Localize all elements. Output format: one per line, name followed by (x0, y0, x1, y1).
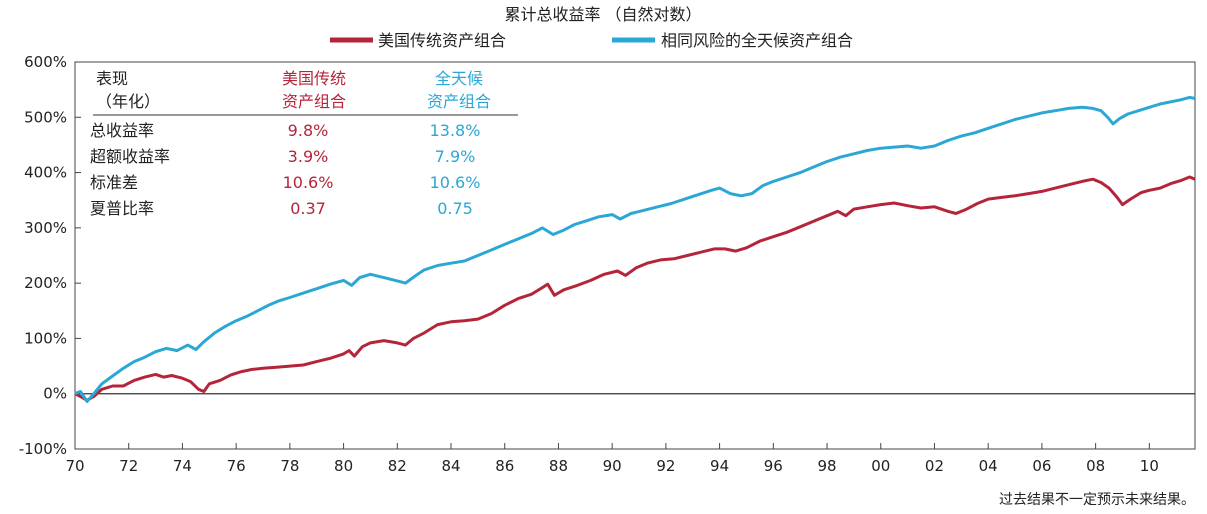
table-row-value-allweather: 0.75 (437, 199, 473, 218)
legend: 美国传统资产组合 相同风险的全天候资产组合 (330, 31, 853, 50)
legend-label-traditional: 美国传统资产组合 (378, 31, 506, 50)
stats-table: 表现 （年化） 美国传统 资产组合 全天候 资产组合 总收益率 9.8% 13.… (90, 69, 518, 218)
x-tick-label: 00 (871, 457, 890, 475)
table-col2-header-line1: 全天候 (435, 69, 483, 88)
table-col1-header-line1: 美国传统 (282, 69, 346, 88)
y-tick-label: 100% (24, 329, 67, 347)
table-row-value-traditional: 3.9% (288, 147, 329, 166)
table-col1-header-line2: 资产组合 (282, 92, 346, 111)
table-row-label: 标准差 (90, 173, 138, 192)
x-tick-label: 74 (173, 457, 192, 475)
table-row-value-traditional: 0.37 (290, 199, 326, 218)
table-row-value-allweather: 13.8% (430, 121, 481, 140)
x-tick-label: 92 (656, 457, 675, 475)
table-header-annualized: （年化） (96, 92, 160, 111)
x-tick-label: 04 (979, 457, 998, 475)
table-row-value-traditional: 9.8% (288, 121, 329, 140)
footnote: 过去结果不一定预示未来结果。 (999, 492, 1195, 508)
x-tick-label: 80 (334, 457, 353, 475)
x-tick-label: 82 (388, 457, 407, 475)
x-tick-label: 96 (764, 457, 783, 475)
legend-label-allweather: 相同风险的全天候资产组合 (661, 31, 853, 50)
y-tick-label: 300% (24, 219, 67, 237)
y-axis: -100% 0% 100% 200% 300% 400% 500% 600% (19, 53, 81, 458)
x-tick-label: 06 (1032, 457, 1051, 475)
table-row-value-allweather: 7.9% (435, 147, 476, 166)
y-tick-label: 0% (43, 385, 67, 403)
y-tick-label: -100% (19, 440, 67, 458)
x-tick-label: 78 (280, 457, 299, 475)
table-row-label: 总收益率 (90, 121, 154, 140)
x-tick-label: 98 (817, 457, 836, 475)
table-col2-header-line2: 资产组合 (427, 92, 491, 111)
x-tick-label: 70 (65, 457, 84, 475)
series-layer (74, 95, 1196, 403)
table-row-label: 夏普比率 (90, 199, 154, 218)
x-tick-label: 86 (495, 457, 514, 475)
x-tick-label: 76 (227, 457, 246, 475)
x-tick-label: 94 (710, 457, 729, 475)
x-axis: 70 72 74 76 78 80 82 84 86 88 90 92 94 96 98 00 02 04 06 08… (65, 443, 1159, 475)
x-tick-label: 88 (549, 457, 568, 475)
y-tick-label: 400% (24, 164, 67, 182)
y-tick-label: 500% (24, 108, 67, 126)
series-line-traditional (74, 175, 1196, 402)
series-line-allweather (74, 95, 1196, 403)
table-header-performance: 表现 (96, 69, 128, 88)
plot-frame (74, 61, 1196, 450)
table-row-value-traditional: 10.6% (283, 173, 334, 192)
table-row-label: 超额收益率 (90, 147, 170, 166)
x-tick-label: 08 (1086, 457, 1105, 475)
y-tick-label: 200% (24, 274, 67, 292)
table-row-value-allweather: 10.6% (430, 173, 481, 192)
x-tick-label: 02 (925, 457, 944, 475)
x-tick-label: 90 (603, 457, 622, 475)
x-tick-label: 10 (1140, 457, 1159, 475)
x-tick-label: 84 (441, 457, 460, 475)
x-tick-label: 72 (119, 457, 138, 475)
y-tick-label: 600% (24, 53, 67, 71)
chart-title: 累计总收益率 （自然对数） (504, 5, 701, 24)
